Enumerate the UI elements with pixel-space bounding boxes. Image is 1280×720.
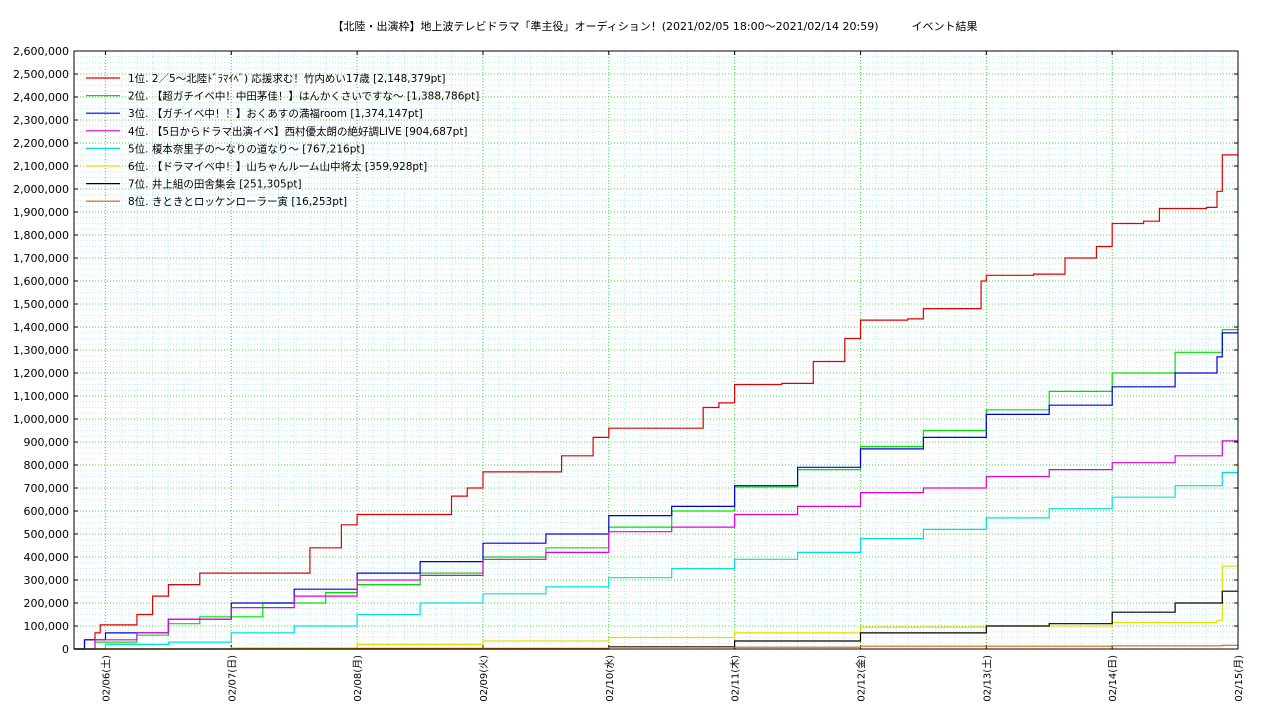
y-tick-label: 2,300,000: [13, 114, 69, 127]
y-tick-label: 700,000: [24, 482, 70, 495]
series-lines: [74, 154, 1238, 650]
x-tick-label: 02/08(月): [352, 655, 364, 702]
legend: 1位. 2／5〜北陸ﾄﾞﾗﾏｲﾍﾞ) 応援求む！竹内めい17歳 [2,148,3…: [86, 72, 479, 208]
y-tick-label: 2,500,000: [13, 68, 69, 81]
series-line-5: [74, 471, 1238, 650]
legend-entry-5: 5位. 榎本奈里子の〜なりの道なり〜 [767,216pt]: [128, 142, 365, 155]
y-tick-label: 2,400,000: [13, 91, 69, 104]
x-tick-label: 02/11(木): [730, 655, 742, 702]
series-line-1: [74, 154, 1238, 650]
y-tick-label: 1,700,000: [13, 252, 69, 265]
y-tick-label: 1,400,000: [13, 321, 69, 334]
y-tick-label: 1,300,000: [13, 344, 69, 357]
x-tick-label: 02/09(火): [478, 655, 490, 702]
y-tick-label: 2,200,000: [13, 137, 69, 150]
plot-frame: [73, 50, 1239, 650]
series-line-3: [74, 332, 1238, 650]
x-tick-label: 02/14(日): [1108, 655, 1119, 702]
x-tick-label: 02/10(水): [604, 655, 616, 702]
x-tick-label: 02/07(日): [227, 655, 238, 702]
y-axis: 0 100,000 200,000 300,000 400,000 500,000 600,…: [13, 45, 1238, 656]
x-tick-label: 02/06(土): [99, 655, 112, 702]
legend-entry-3: 3位. 【ガチイベ中！！】おくあすの満福room [1,374,147pt]: [128, 107, 423, 120]
y-tick-label: 1,500,000: [13, 298, 69, 311]
x-tick-label: 02/12(金): [854, 655, 867, 702]
y-tick-label: 200,000: [24, 597, 70, 610]
y-tick-label: 2,100,000: [13, 160, 69, 173]
y-tick-label: 1,900,000: [13, 206, 69, 219]
y-tick-label: 1,100,000: [13, 390, 69, 403]
legend-entry-8: 8位. きときとロッケンローラー寅 [16,253pt]: [128, 195, 347, 208]
x-tick-label: 02/15(月): [1233, 655, 1245, 702]
series-line-4: [74, 440, 1238, 650]
legend-entry-7: 7位. 井上組の田舎集会 [251,305pt]: [128, 178, 302, 191]
series-line-8: [74, 644, 1238, 650]
legend-entry-1: 1位. 2／5〜北陸ﾄﾞﾗﾏｲﾍﾞ) 応援求む！竹内めい17歳 [2,148,3…: [128, 72, 446, 85]
y-tick-label: 500,000: [24, 528, 70, 541]
y-tick-label: 100,000: [24, 620, 70, 633]
y-tick-label: 900,000: [24, 436, 70, 449]
y-tick-label: 1,200,000: [13, 367, 69, 380]
y-tick-label: 1,800,000: [13, 229, 69, 242]
legend-entry-6: 6位. 【ドラマイベ中！】山ちゃんルーム山中将太 [359,928pt]: [128, 160, 427, 173]
y-tick-label: 0: [62, 643, 69, 656]
y-tick-label: 1,600,000: [13, 275, 69, 288]
y-tick-label: 600,000: [24, 505, 70, 518]
legend-entry-2: 2位. 【超ガチイベ中！中田茅佳！】はんかくさいですな〜 [1,388,786p…: [128, 90, 479, 103]
y-tick-label: 800,000: [24, 459, 70, 472]
x-axis: 02/06(土) 02/07(日) 02/08(月) 02/09(火) 02/10(水)…: [99, 51, 1245, 702]
y-tick-label: 300,000: [24, 574, 70, 587]
chart-title: 【北陸・出演枠】地上波テレビドラマ「準主役」オーディション！(2021/02/0…: [332, 19, 977, 33]
legend-entry-4: 4位. 【5日からドラマ出演イベ】西村優太朗の絶好調LIVE [904,687p…: [128, 125, 468, 138]
y-tick-label: 400,000: [24, 551, 70, 564]
grid: [74, 51, 1238, 649]
y-tick-label: 2,000,000: [13, 183, 69, 196]
y-tick-label: 2,600,000: [13, 45, 69, 58]
y-tick-label: 1,000,000: [13, 413, 69, 426]
series-line-6: [74, 565, 1238, 650]
x-tick-label: 02/13(土): [980, 655, 993, 702]
